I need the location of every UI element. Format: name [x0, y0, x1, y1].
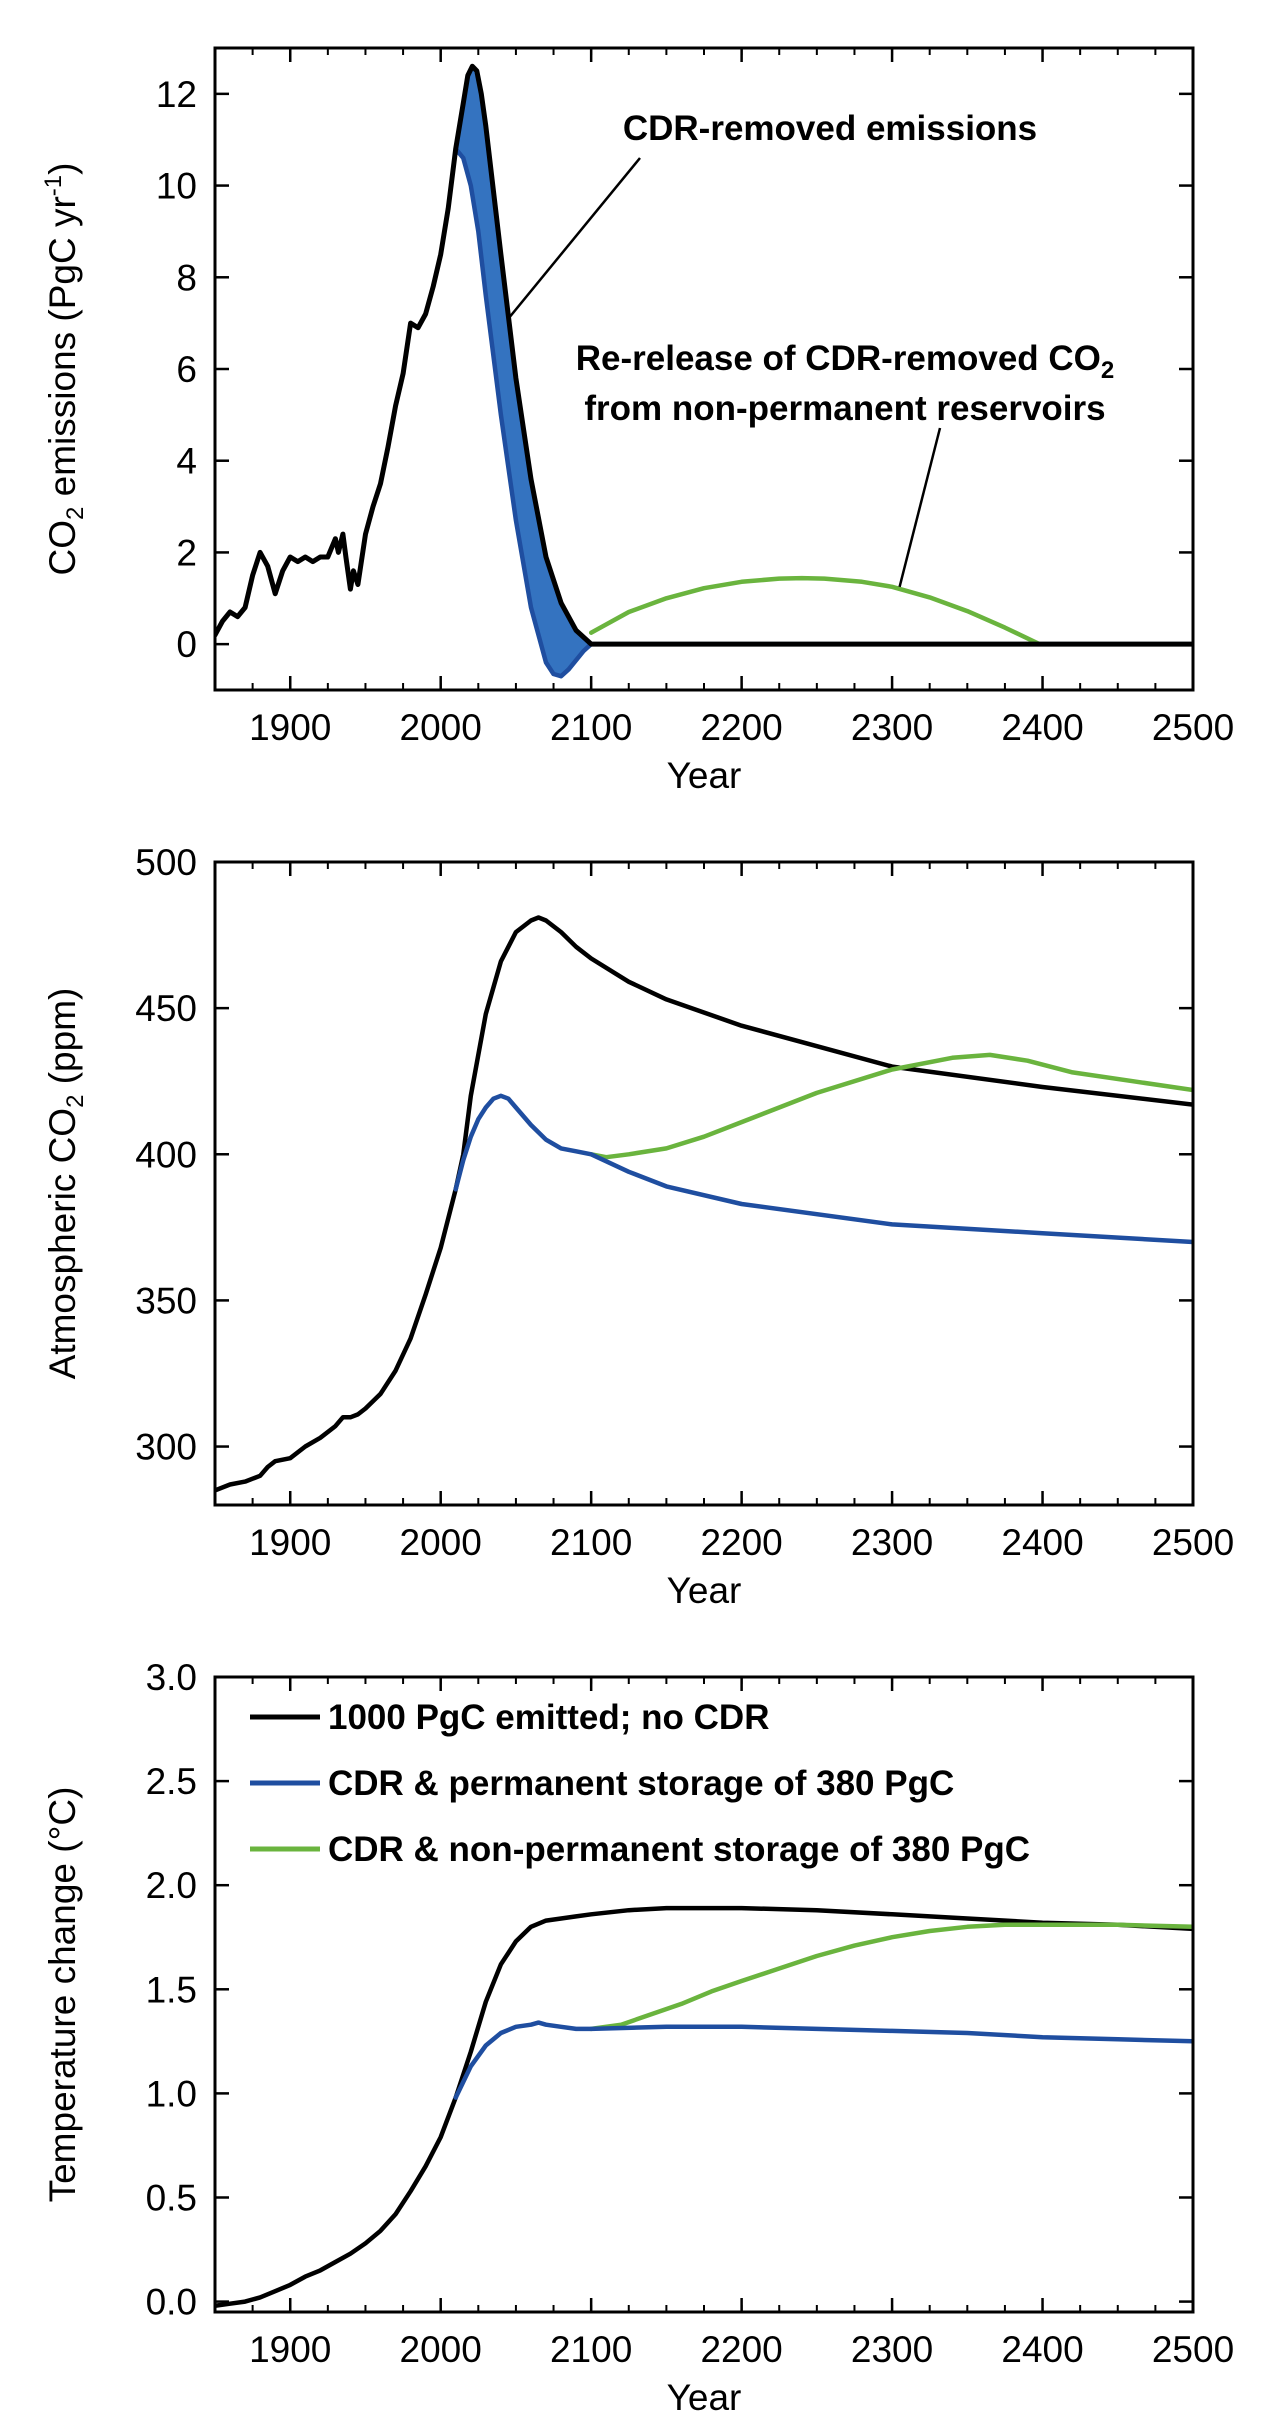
emissions-y-tick-label: 6: [176, 349, 197, 390]
temperature-panel: 1900 2000 2100 2200 2300 2400 2500 0.0 0.5 1.0 1.5…: [42, 1657, 1234, 2418]
emissions-y-tick-label: 0: [176, 624, 197, 665]
co2-x-axis-label: Year: [667, 1570, 742, 1611]
temperature-series-permanent: [453, 2020, 1193, 2100]
emissions-x-tick-label: 2500: [1152, 707, 1234, 748]
co2-x-tick-label: 1900: [249, 1522, 331, 1563]
legend: 1000 PgC emitted; no CDR CDR & permanent…: [250, 1698, 1030, 1869]
temperature-series-non-permanent: [588, 1922, 1193, 2032]
emissions-y-axis-label: CO2 emissions (PgC yr-1): [40, 163, 89, 576]
temperature-x-tick-label: 2100: [550, 2329, 632, 2370]
temperature-y-tick-label: 1.0: [146, 2073, 197, 2114]
co2-series-no-cdr: [215, 915, 1193, 1493]
co2-x-tick-label: 2300: [851, 1522, 933, 1563]
temperature-x-tick-label: 2300: [851, 2329, 933, 2370]
emissions-x-tick-label: 2200: [700, 707, 782, 748]
temperature-y-axis-label: Temperature change (°C): [42, 1787, 83, 2203]
temperature-x-tick-label: 2500: [1152, 2329, 1234, 2370]
cdr-removed-emissions-area: [455, 66, 592, 677]
co2-y-tick-label: 500: [135, 842, 197, 883]
co2-series-permanent: [453, 1093, 1193, 1245]
emissions-x-tick-label: 1900: [249, 707, 331, 748]
atmospheric-co2-panel: 1900 2000 2100 2200 2300 2400 2500 300 350 400 450…: [42, 842, 1234, 1611]
co2-x-tick-label: 2100: [550, 1522, 632, 1563]
cdr-removed-emissions-annotation: CDR-removed emissions: [623, 109, 1037, 148]
emissions-panel: 1900 2000 2100 2200 2300 2400 2500 0 2 4 6 8 10 12 Ye…: [40, 46, 1234, 796]
co2-y-axis-label: Atmospheric CO2 (ppm): [42, 988, 89, 1380]
co2-x-tick-label: 2000: [400, 1522, 482, 1563]
emissions-y-tick-label: 2: [176, 532, 197, 573]
re-release-annotation-leader-line: [898, 427, 942, 588]
emissions-y-tick-label: 8: [176, 257, 197, 298]
cdr-annotation-leader-line: [507, 157, 641, 320]
emissions-x-axis-label: Year: [667, 755, 742, 796]
temperature-x-tick-label: 2200: [700, 2329, 782, 2370]
emissions-x-tick-label: 2300: [851, 707, 933, 748]
emissions-y-tick-label: 10: [156, 166, 197, 207]
temperature-y-tick-label: 2.5: [146, 1761, 197, 1802]
legend-label-no-cdr: 1000 PgC emitted; no CDR: [328, 1698, 769, 1737]
emissions-y-tick-label: 12: [156, 74, 197, 115]
temperature-x-tick-label: 2400: [1001, 2329, 1083, 2370]
re-release-annotation-line2: from non-permanent reservoirs: [584, 389, 1105, 428]
temperature-x-axis-label: Year: [667, 2377, 742, 2418]
temperature-y-tick-label: 2.0: [146, 1865, 197, 1906]
co2-y-tick-label: 400: [135, 1134, 197, 1175]
co2-y-tick-label: 350: [135, 1280, 197, 1321]
co2-x-tick-label: 2400: [1001, 1522, 1083, 1563]
emissions-series-non-permanent: [588, 575, 1042, 647]
temperature-series-no-cdr: [215, 1905, 1193, 2309]
emissions-y-tick-label: 4: [176, 441, 197, 482]
co2-x-tick-label: 2500: [1152, 1522, 1234, 1563]
re-release-annotation-line1: Re-release of CDR-removed CO2: [576, 339, 1115, 384]
temperature-y-tick-label: 0.5: [146, 2177, 197, 2218]
temperature-x-tick-label: 1900: [249, 2329, 331, 2370]
co2-y-tick-label: 300: [135, 1427, 197, 1468]
co2-y-tick-label: 450: [135, 988, 197, 1029]
emissions-x-tick-label: 2400: [1001, 707, 1083, 748]
temperature-y-tick-label: 3.0: [146, 1657, 197, 1698]
temperature-x-tick-label: 2000: [400, 2329, 482, 2370]
temperature-y-tick-label: 0.0: [146, 2282, 197, 2323]
co2-plot-frame: [213, 860, 1195, 1507]
emissions-x-tick-label: 2000: [400, 707, 482, 748]
emissions-x-tick-label: 2100: [550, 707, 632, 748]
legend-label-non-permanent: CDR & non-permanent storage of 380 PgC: [328, 1830, 1030, 1869]
emissions-series-no-cdr: [215, 63, 1193, 647]
legend-label-permanent: CDR & permanent storage of 380 PgC: [328, 1764, 954, 1803]
co2-series-non-permanent: [588, 1052, 1193, 1160]
co2-x-tick-label: 2200: [700, 1522, 782, 1563]
temperature-y-tick-label: 1.5: [146, 1969, 197, 2010]
